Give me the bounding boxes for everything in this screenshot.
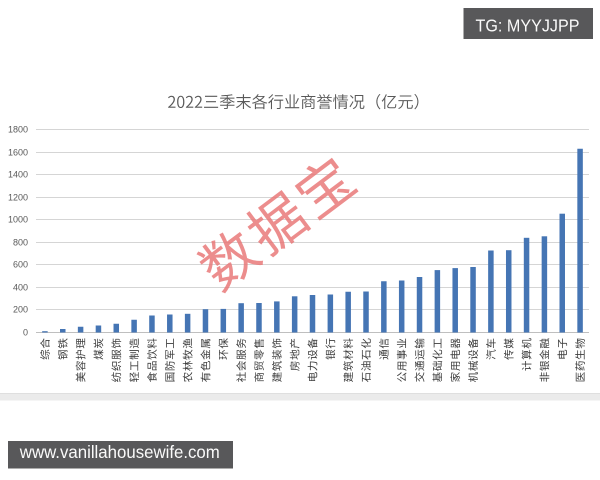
svg-text:400: 400: [13, 283, 28, 293]
svg-text:800: 800: [13, 238, 28, 248]
svg-text:1000: 1000: [8, 215, 28, 225]
svg-text:1800: 1800: [8, 125, 28, 135]
svg-text:1400: 1400: [8, 170, 28, 180]
svg-text:1200: 1200: [8, 193, 28, 203]
svg-text:0: 0: [23, 328, 28, 338]
svg-text:200: 200: [13, 305, 28, 315]
svg-text:600: 600: [13, 260, 28, 270]
svg-text:1600: 1600: [8, 148, 28, 158]
svg-text:www.vanillahousewife.com: www.vanillahousewife.com: [19, 442, 220, 462]
svg-text:TG: MYYJJPP: TG: MYYJJPP: [476, 15, 580, 35]
